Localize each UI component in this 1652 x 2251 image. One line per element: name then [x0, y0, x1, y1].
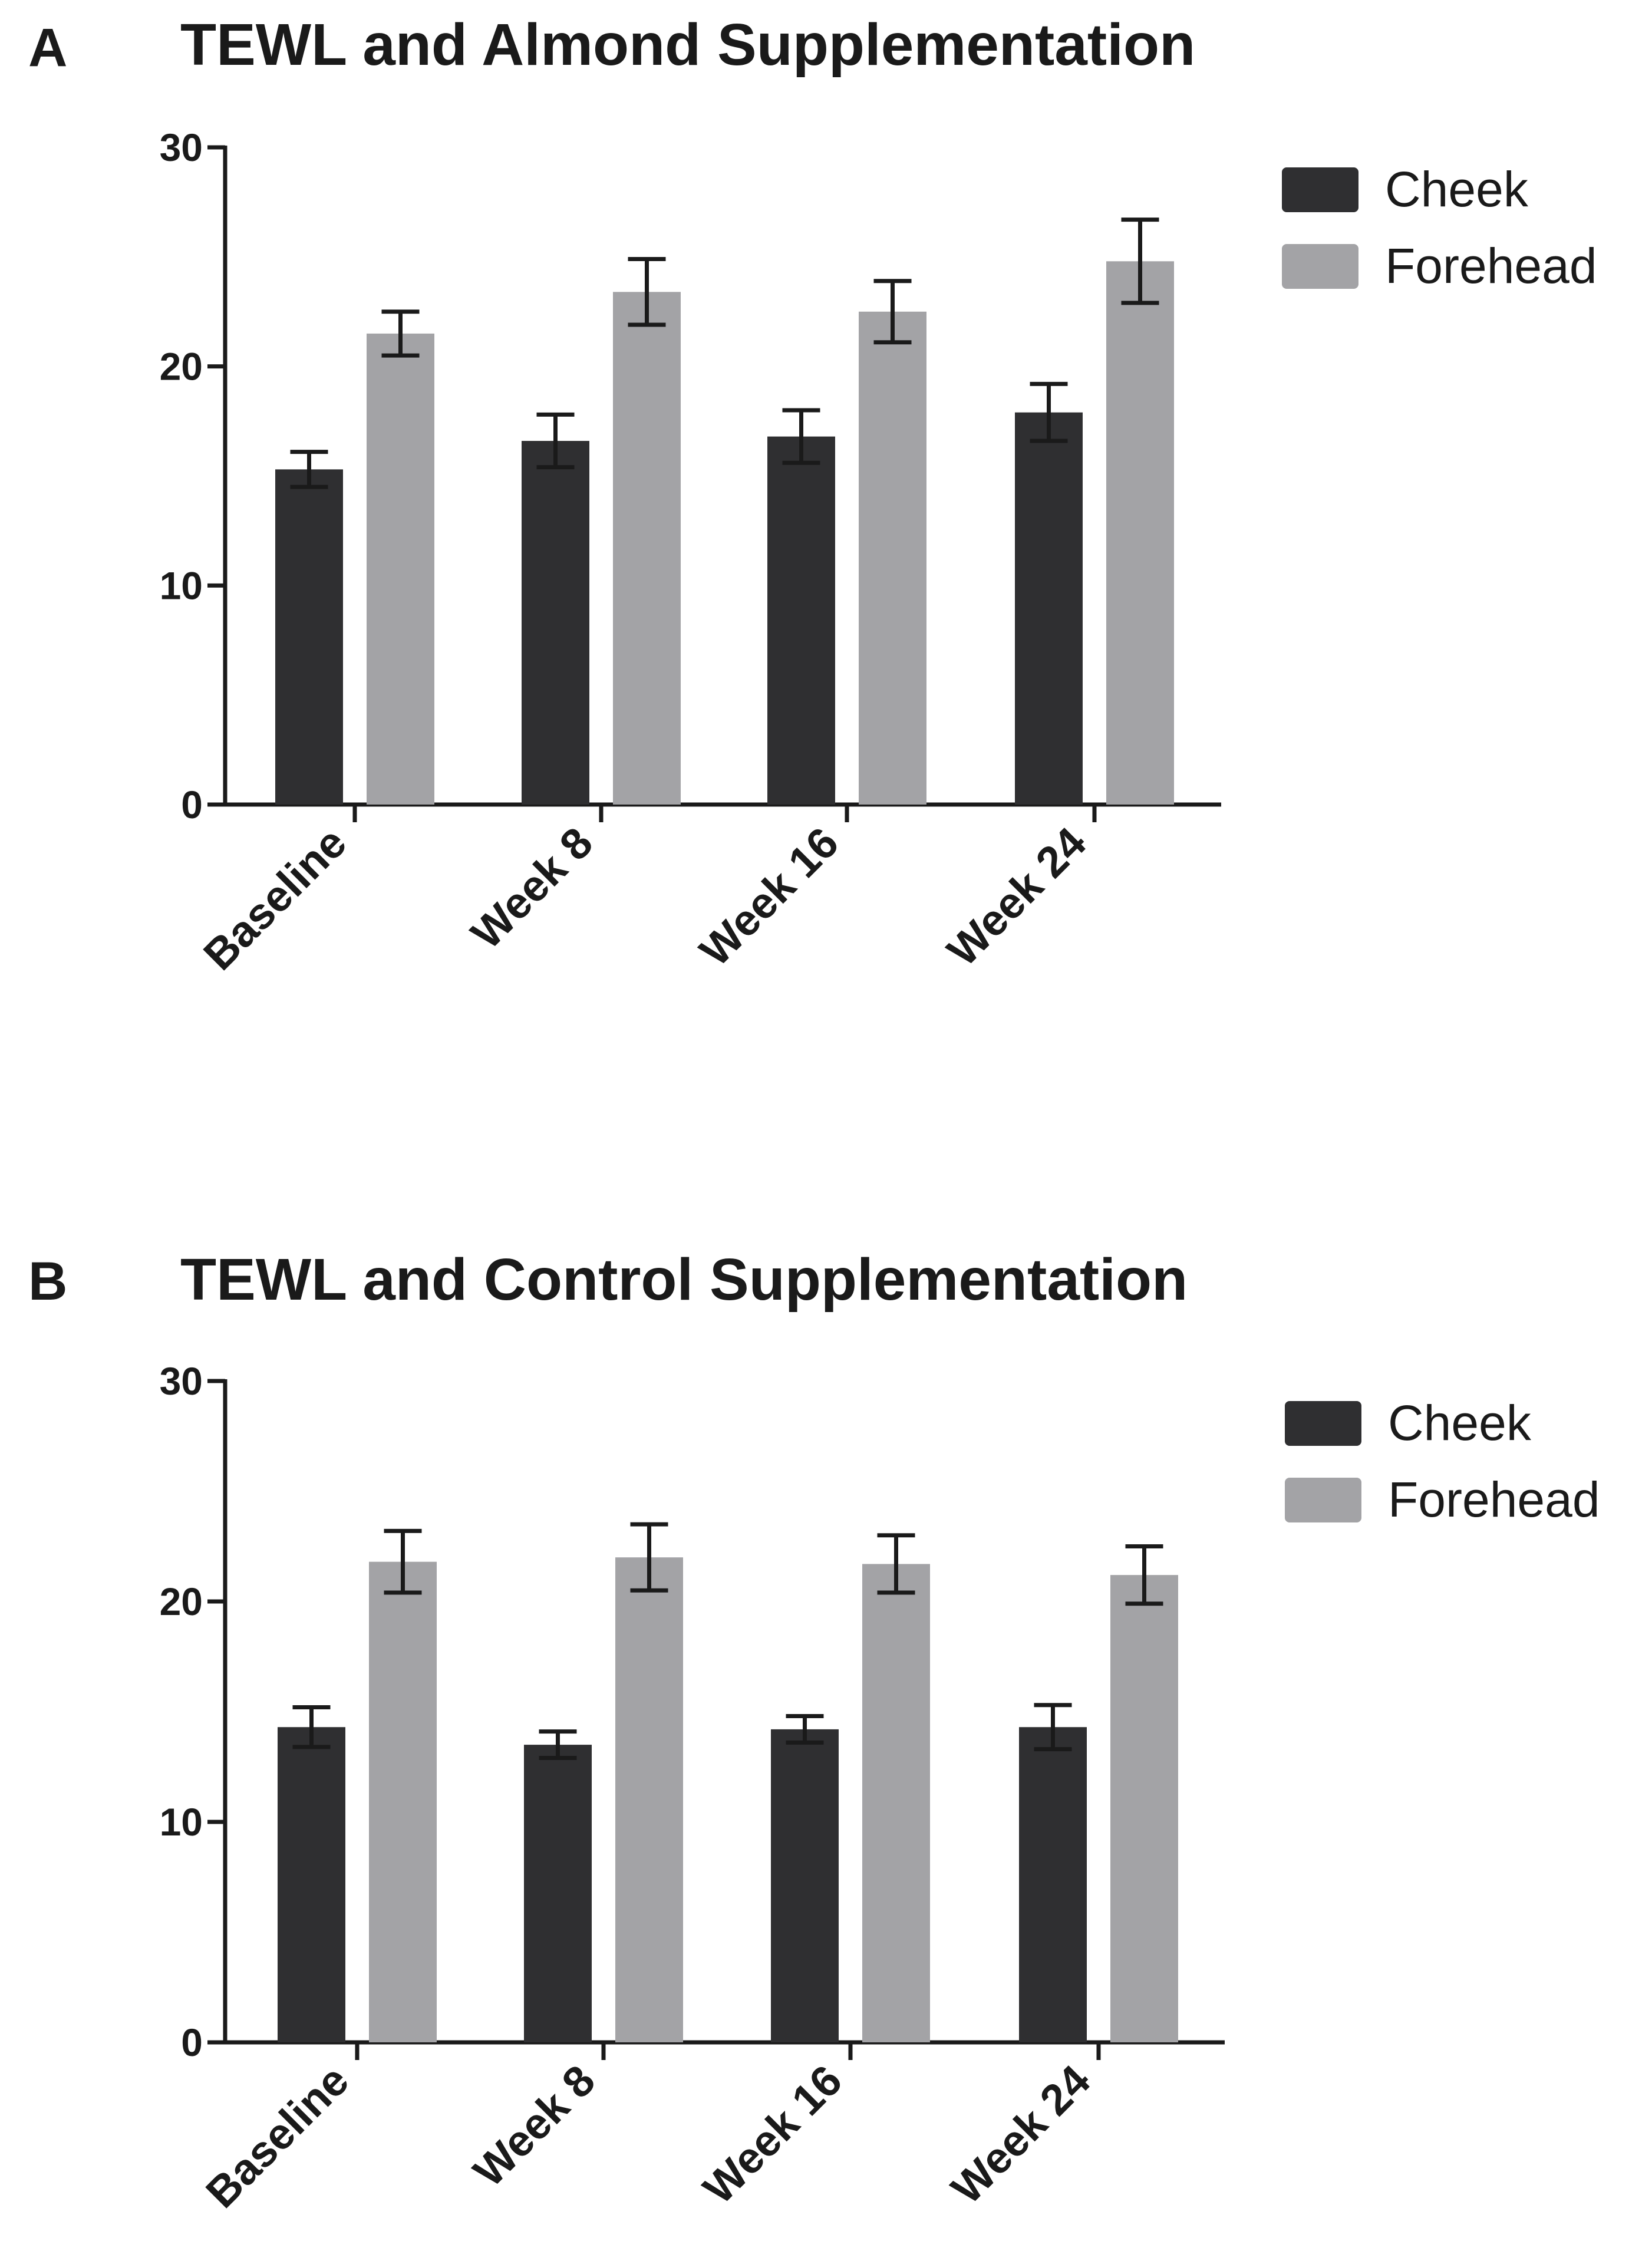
- bar-forehead-week-16: [859, 311, 926, 805]
- y-tick-label: 0: [181, 2021, 203, 2064]
- bar-forehead-week-16: [862, 1564, 930, 2042]
- bar-cheek-week-8: [524, 1745, 592, 2042]
- bar-cheek-week-16: [767, 436, 835, 805]
- chart-panel-b: B TEWL and Control Supplementation 0 10 20 30…: [28, 1247, 1600, 2217]
- legend-label-cheek: Cheek: [1388, 1395, 1532, 1451]
- x-tick-label: Week 16: [694, 2056, 851, 2213]
- bar-cheek-week-24: [1019, 1727, 1087, 2042]
- y-tick-label: 20: [160, 345, 203, 388]
- y-tick-label: 30: [160, 1359, 203, 1403]
- chart-panel-a: A TEWL and Almond Supplementation 0 10 20 30 B…: [28, 12, 1597, 980]
- bar-cheek-baseline: [278, 1727, 345, 2042]
- x-tick-label: Week 24: [942, 2056, 1099, 2213]
- x-tick-label: Baseline: [194, 818, 355, 980]
- legend-label-forehead: Forehead: [1388, 1472, 1600, 1527]
- bar-cheek-week-16: [771, 1729, 839, 2042]
- bar-cheek-week-8: [522, 441, 589, 805]
- y-tick-label: 10: [160, 1800, 203, 1844]
- panel-letter: A: [28, 18, 67, 78]
- y-tick-label: 10: [160, 563, 203, 607]
- x-tick-label: Baseline: [196, 2056, 358, 2217]
- bar-cheek-baseline: [275, 469, 343, 805]
- chart-title: TEWL and Control Supplementation: [180, 1247, 1188, 1313]
- bar-forehead-week-24: [1110, 1575, 1178, 2042]
- bar-forehead-week-8: [613, 292, 681, 805]
- y-tick-label: 30: [160, 126, 203, 169]
- bar-forehead-week-8: [615, 1557, 683, 2042]
- bar-forehead-week-24: [1106, 261, 1174, 805]
- x-tick-label: Week 16: [690, 818, 848, 975]
- legend-swatch-forehead: [1282, 244, 1358, 289]
- x-tick-label: Week 24: [938, 818, 1095, 975]
- bar-forehead-baseline: [369, 1561, 437, 2042]
- y-tick-label: 20: [160, 1580, 203, 1623]
- y-tick-label: 0: [181, 783, 203, 826]
- x-tick-label: Week 8: [461, 818, 602, 958]
- panel-letter: B: [28, 1251, 67, 1311]
- legend-swatch-cheek: [1285, 1401, 1361, 1446]
- legend-label-cheek: Cheek: [1385, 162, 1529, 217]
- legend-swatch-forehead: [1285, 1478, 1361, 1522]
- chart-title: TEWL and Almond Supplementation: [180, 12, 1195, 78]
- bar-forehead-baseline: [367, 333, 434, 805]
- x-tick-label: Week 8: [464, 2056, 604, 2196]
- legend-label-forehead: Forehead: [1385, 238, 1597, 294]
- bar-cheek-week-24: [1015, 412, 1083, 805]
- legend-swatch-cheek: [1282, 167, 1358, 212]
